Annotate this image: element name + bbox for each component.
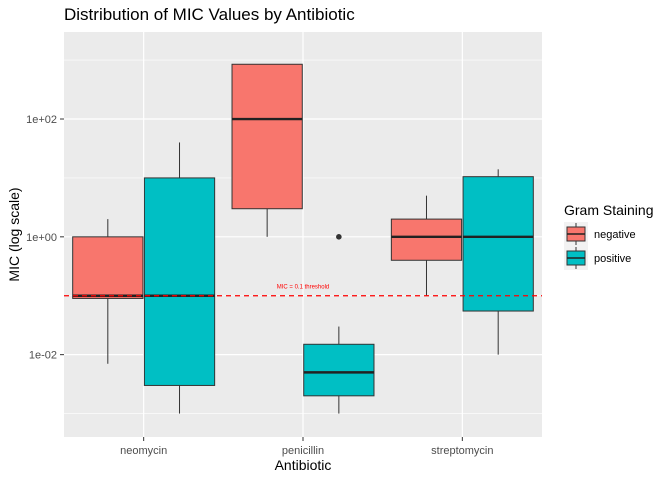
x-tick-label: neomycin bbox=[120, 445, 167, 457]
legend-item-negative: negative bbox=[564, 222, 636, 246]
box-body bbox=[303, 343, 375, 397]
box-body bbox=[143, 177, 216, 386]
box-streptomycin-positive bbox=[462, 169, 534, 355]
chart-title: Distribution of MIC Values by Antibiotic bbox=[64, 5, 355, 24]
legend-label: positive bbox=[594, 253, 631, 265]
y-tick-label: 1e+02 bbox=[26, 114, 57, 126]
y-axis-title: MIC (log scale) bbox=[6, 187, 22, 281]
box-body bbox=[462, 176, 534, 312]
box-streptomycin-negative bbox=[390, 195, 463, 296]
y-tick-label: 1e-02 bbox=[29, 350, 57, 362]
legend-title: Gram Staining bbox=[564, 202, 653, 218]
x-axis-title: Antibiotic bbox=[275, 457, 332, 473]
box-penicillin-positive bbox=[303, 234, 375, 414]
x-axis: neomycin penicillin streptomycin bbox=[120, 437, 494, 457]
y-axis: 1e-02 1e+00 1e+02 bbox=[26, 114, 64, 362]
legend-label: negative bbox=[594, 229, 636, 241]
legend-item-positive: positive bbox=[564, 246, 631, 270]
box-body bbox=[231, 63, 303, 210]
x-tick-label: penicillin bbox=[282, 445, 324, 457]
box-penicillin-negative bbox=[231, 63, 303, 237]
reference-line-label: MIC = 0.1 threshold bbox=[277, 285, 330, 291]
legend: Gram Staining negative positive bbox=[564, 202, 653, 270]
box-neomycin-positive bbox=[143, 142, 216, 414]
box-body bbox=[390, 218, 463, 261]
reference-line-group: MIC = 0.1 threshold bbox=[64, 285, 542, 297]
x-tick-label: streptomycin bbox=[431, 445, 493, 457]
box-outlier-point bbox=[336, 234, 342, 240]
y-tick-label: 1e+00 bbox=[26, 232, 57, 244]
box-series bbox=[72, 63, 534, 414]
box-body bbox=[72, 236, 144, 299]
